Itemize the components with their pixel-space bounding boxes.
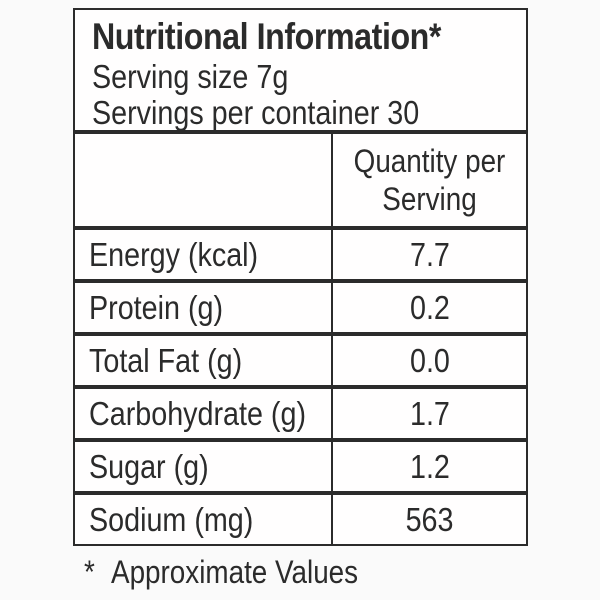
header-empty-cell (75, 134, 333, 226)
row-label-cell: Energy (kcal) (75, 230, 333, 279)
table-row-sugar: Sugar (g) 1.2 (75, 442, 526, 495)
row-value-cell: 0.0 (333, 336, 526, 385)
table-row-carbohydrate: Carbohydrate (g) 1.7 (75, 389, 526, 442)
row-label-cell: Protein (g) (75, 283, 333, 332)
row-value-cell: 1.7 (333, 389, 526, 438)
row-value: 0.2 (409, 288, 450, 326)
table-title: Nutritional Information* (92, 16, 442, 57)
row-value-cell: 563 (333, 495, 526, 544)
row-label: Sodium (mg) (89, 500, 254, 538)
row-label: Energy (kcal) (89, 235, 259, 273)
row-label-cell: Sodium (mg) (75, 495, 333, 544)
nutrition-table: Nutritional Information* Serving size 7g… (73, 8, 528, 546)
header-quantity-cell: Quantity per Serving (333, 134, 526, 226)
row-value: 563 (405, 500, 454, 538)
row-label: Carbohydrate (g) (89, 394, 307, 432)
row-label: Protein (g) (89, 288, 224, 326)
table-row-energy: Energy (kcal) 7.7 (75, 230, 526, 283)
table-row-sodium: Sodium (mg) 563 (75, 495, 526, 544)
row-value: 1.2 (409, 447, 450, 485)
table-row-protein: Protein (g) 0.2 (75, 283, 526, 336)
row-label: Total Fat (g) (89, 341, 243, 379)
servings-per-container-text: Servings per container 30 (92, 94, 420, 131)
row-value: 7.7 (409, 235, 450, 273)
footnote-text: Approximate Values (111, 554, 359, 590)
row-label-cell: Sugar (g) (75, 442, 333, 491)
serving-size-text: Serving size 7g (92, 58, 289, 95)
row-label-cell: Total Fat (g) (75, 336, 333, 385)
row-value-cell: 7.7 (333, 230, 526, 279)
row-value-cell: 0.2 (333, 283, 526, 332)
row-value: 0.0 (409, 341, 450, 379)
column-header-row: Quantity per Serving (75, 134, 526, 230)
row-value-cell: 1.2 (333, 442, 526, 491)
row-value: 1.7 (409, 394, 450, 432)
table-row-total-fat: Total Fat (g) 0.0 (75, 336, 526, 389)
title-block: Nutritional Information* Serving size 7g… (75, 10, 526, 134)
row-label: Sugar (g) (89, 447, 209, 485)
footnote-asterisk: * (84, 554, 95, 590)
footnote: * Approximate Values (84, 553, 395, 591)
row-label-cell: Carbohydrate (g) (75, 389, 333, 438)
quantity-per-serving-header: Quantity per Serving (353, 143, 506, 217)
